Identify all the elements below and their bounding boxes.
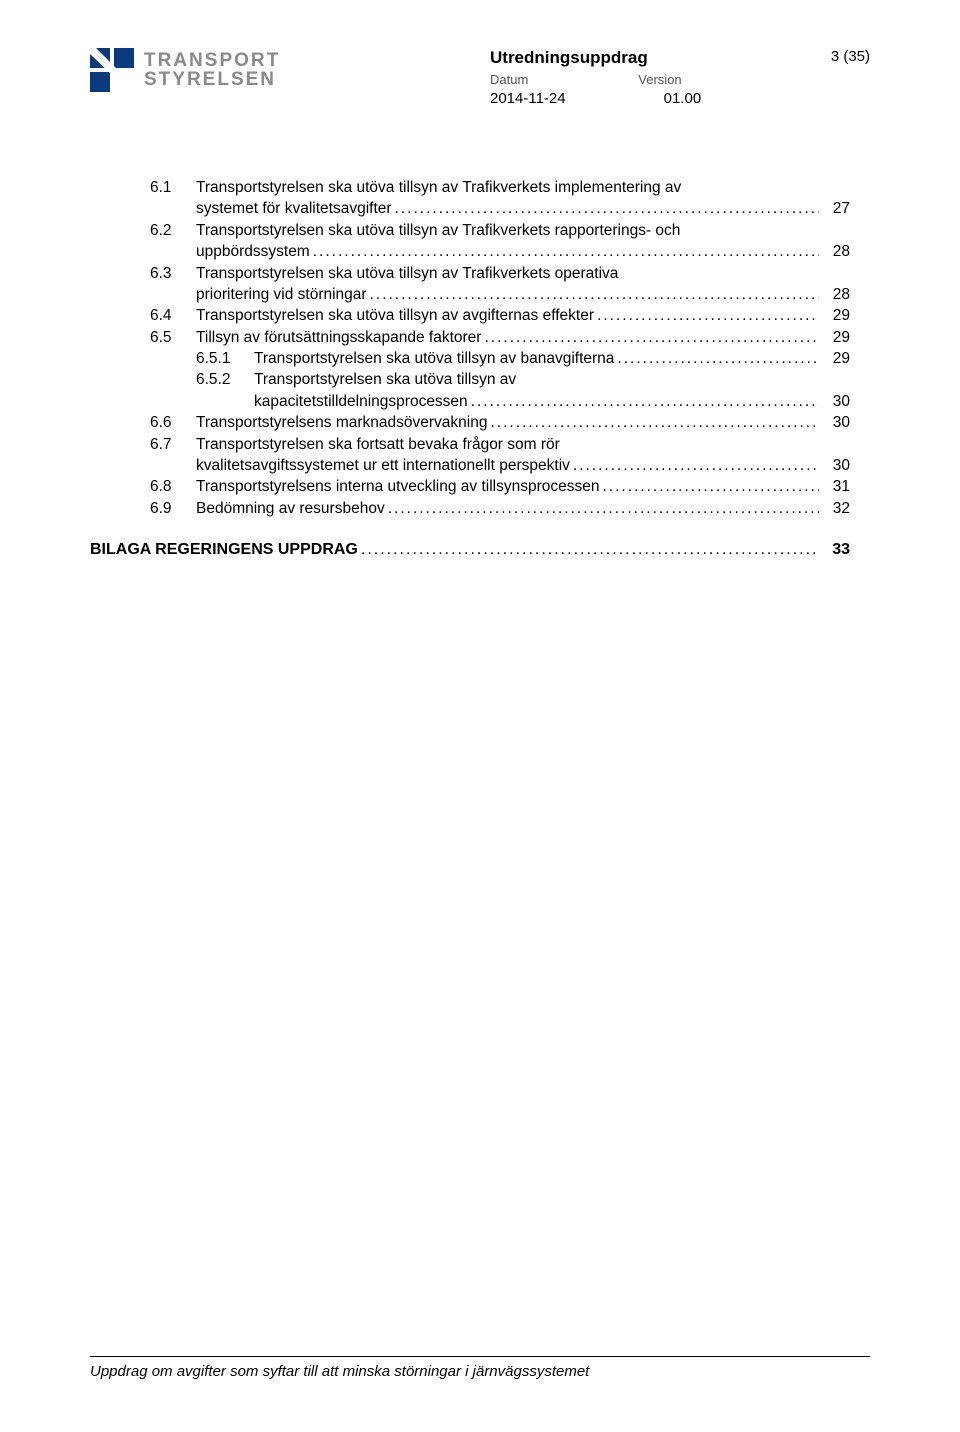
- toc-entry-wrap: kapacitetstilldelningsprocessen 30: [254, 391, 850, 412]
- datum-value: 2014-11-24: [490, 90, 566, 107]
- toc-dots: [597, 305, 819, 326]
- toc-dots: [484, 327, 819, 348]
- toc-page: 29: [822, 305, 850, 326]
- doc-title: Utredningsuppdrag: [490, 48, 870, 68]
- toc-entry: 6.9 Bedömning av resursbehov 32: [150, 498, 850, 519]
- toc-entry-wrap: uppbördssystem 28: [196, 241, 850, 262]
- toc-text: Tillsyn av förutsättningsskapande faktor…: [196, 327, 481, 348]
- toc-text: Transportstyrelsen ska utöva tillsyn av …: [196, 263, 618, 284]
- datum-label: Datum: [490, 72, 528, 87]
- toc-entry: 6.8 Transportstyrelsens interna utveckli…: [150, 476, 850, 497]
- toc-page: 28: [822, 284, 850, 305]
- toc-text: Transportstyrelsen ska utöva tillsyn av: [254, 369, 516, 390]
- version-label: Version: [638, 72, 681, 87]
- toc-page: 31: [822, 476, 850, 497]
- toc-entry: 6.5 Tillsyn av förutsättningsskapande fa…: [150, 327, 850, 348]
- toc-text: Transportstyrelsens interna utveckling a…: [196, 476, 599, 497]
- toc-page: 30: [822, 455, 850, 476]
- page-number: 3 (35): [831, 48, 870, 65]
- toc-text: prioritering vid störningar: [196, 284, 367, 305]
- meta-values: 2014-11-24 01.00: [490, 90, 870, 107]
- toc-entry: 6.1 Transportstyrelsen ska utöva tillsyn…: [150, 177, 850, 198]
- toc-text: systemet för kvalitetsavgifter: [196, 198, 392, 219]
- toc-page: 33: [822, 539, 850, 561]
- toc-page: 27: [822, 198, 850, 219]
- logo: TRANSPORT STYRELSEN: [90, 48, 280, 92]
- toc-entry: 6.5.1 Transportstyrelsen ska utöva tills…: [150, 348, 850, 369]
- toc-number: 6.5: [150, 327, 196, 348]
- toc-page: 30: [822, 391, 850, 412]
- table-of-contents: 6.1 Transportstyrelsen ska utöva tillsyn…: [150, 177, 850, 561]
- toc-entry: 6.3 Transportstyrelsen ska utöva tillsyn…: [150, 263, 850, 284]
- toc-entry: 6.7 Transportstyrelsen ska fortsatt beva…: [150, 434, 850, 455]
- toc-text: Transportstyrelsen ska utöva tillsyn av …: [254, 348, 614, 369]
- toc-entry: 6.6 Transportstyrelsens marknadsövervakn…: [150, 412, 850, 433]
- logo-line2: STYRELSEN: [144, 70, 280, 89]
- toc-number: 6.7: [150, 434, 196, 455]
- toc-page: 28: [822, 241, 850, 262]
- toc-text: Transportstyrelsen ska utöva tillsyn av …: [196, 177, 681, 198]
- toc-text: Transportstyrelsen ska utöva tillsyn av …: [196, 305, 594, 326]
- toc-number: 6.3: [150, 263, 196, 284]
- toc-number: 6.5.2: [196, 369, 254, 390]
- toc-text: kapacitetstilldelningsprocessen: [254, 391, 468, 412]
- header-meta: Utredningsuppdrag Datum Version 2014-11-…: [490, 48, 870, 107]
- page: 3 (35) TRANSPORT STYRELSEN Utredning: [0, 0, 960, 1432]
- toc-number: 6.6: [150, 412, 196, 433]
- toc-dots: [388, 498, 819, 519]
- toc-text: Bedömning av resursbehov: [196, 498, 385, 519]
- toc-dots: [361, 539, 819, 561]
- toc-text: Transportstyrelsen ska utöva tillsyn av …: [196, 220, 680, 241]
- toc-appendix: BILAGA REGERINGENS UPPDRAG 33: [90, 539, 850, 561]
- toc-entry-wrap: kvalitetsavgiftssystemet ur ett internat…: [196, 455, 850, 476]
- toc-dots: [617, 348, 819, 369]
- toc-number: 6.1: [150, 177, 196, 198]
- toc-number: 6.8: [150, 476, 196, 497]
- toc-text: Transportstyrelsens marknadsövervakning: [196, 412, 487, 433]
- toc-text: BILAGA REGERINGENS UPPDRAG: [90, 539, 358, 561]
- toc-page: 29: [822, 348, 850, 369]
- toc-dots: [395, 198, 819, 219]
- toc-number: 6.9: [150, 498, 196, 519]
- toc-text: Transportstyrelsen ska fortsatt bevaka f…: [196, 434, 560, 455]
- toc-dots: [471, 391, 819, 412]
- toc-entry: 6.4 Transportstyrelsen ska utöva tillsyn…: [150, 305, 850, 326]
- toc-dots: [490, 412, 819, 433]
- toc-page: 32: [822, 498, 850, 519]
- footer-text: Uppdrag om avgifter som syftar till att …: [90, 1363, 589, 1380]
- footer: Uppdrag om avgifter som syftar till att …: [90, 1356, 870, 1380]
- logo-mark-icon: [90, 48, 134, 92]
- toc-entry-wrap: prioritering vid störningar 28: [196, 284, 850, 305]
- toc-number: 6.2: [150, 220, 196, 241]
- toc-dots: [602, 476, 819, 497]
- header: TRANSPORT STYRELSEN Utredningsuppdrag Da…: [90, 48, 870, 107]
- toc-page: 30: [822, 412, 850, 433]
- logo-line1: TRANSPORT: [144, 51, 280, 70]
- toc-text: kvalitetsavgiftssystemet ur ett internat…: [196, 455, 570, 476]
- toc-dots: [313, 241, 819, 262]
- toc-entry: 6.5.2 Transportstyrelsen ska utöva tills…: [150, 369, 850, 390]
- meta-labels: Datum Version: [490, 72, 870, 87]
- toc-page: 29: [822, 327, 850, 348]
- toc-dots: [573, 455, 819, 476]
- toc-dots: [370, 284, 819, 305]
- version-value: 01.00: [664, 90, 702, 107]
- toc-number: 6.5.1: [196, 348, 254, 369]
- toc-entry-wrap: systemet för kvalitetsavgifter 27: [196, 198, 850, 219]
- toc-entry: 6.2 Transportstyrelsen ska utöva tillsyn…: [150, 220, 850, 241]
- toc-text: uppbördssystem: [196, 241, 310, 262]
- toc-number: 6.4: [150, 305, 196, 326]
- logo-text: TRANSPORT STYRELSEN: [144, 51, 280, 89]
